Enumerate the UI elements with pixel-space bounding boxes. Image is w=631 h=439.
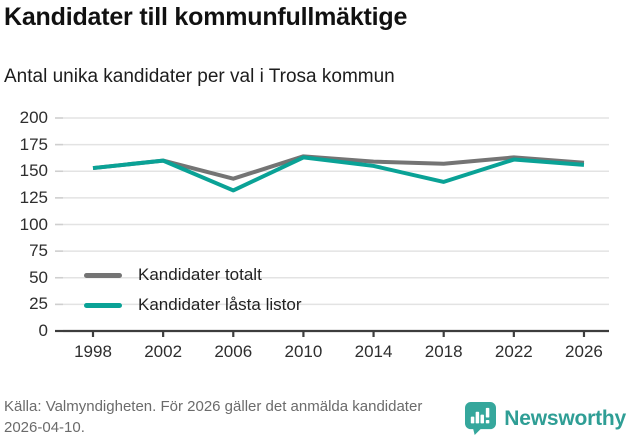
page-title: Kandidater till kommunfullmäktige bbox=[4, 3, 408, 31]
legend-swatch-totalt bbox=[84, 272, 122, 278]
legend-item-totalt: Kandidater totalt bbox=[84, 260, 301, 290]
legend-label-totalt: Kandidater totalt bbox=[138, 265, 262, 284]
y-tick-label: 175 bbox=[19, 134, 48, 154]
line-chart: 0 25 50 75 100 125 150 175 200 1998 2002 2006 2010 2… bbox=[0, 0, 609, 380]
plot bbox=[55, 117, 609, 337]
y-tick-label: 200 bbox=[19, 108, 48, 127]
y-tick-label: 75 bbox=[29, 241, 48, 261]
x-tick-label: 2014 bbox=[354, 342, 393, 361]
series-line-1 bbox=[92, 155, 585, 193]
newsworthy-wordmark: Newsworthy bbox=[504, 406, 626, 430]
newsworthy-bubble-chart-icon bbox=[465, 402, 497, 435]
x-tick-label: 2026 bbox=[565, 342, 603, 361]
newsworthy-logo: Newsworthy bbox=[465, 402, 626, 435]
y-tick-label: 100 bbox=[19, 214, 48, 234]
legend-item-lasta-listor: Kandidater låsta listor bbox=[84, 290, 301, 320]
x-tick-label: 1998 bbox=[74, 342, 112, 361]
y-tick-label: 150 bbox=[19, 161, 48, 181]
y-tick-label: 0 bbox=[38, 321, 48, 340]
x-tick-label: 2006 bbox=[214, 342, 253, 361]
y-axis-labels: 0 25 50 75 100 125 150 175 200 bbox=[0, 0, 48, 380]
y-tick-label: 125 bbox=[19, 187, 48, 207]
source-note: Källa: Valmyndigheten. För 2026 gäller d… bbox=[4, 398, 423, 436]
legend-label-lasta-listor: Kandidater låsta listor bbox=[138, 295, 302, 314]
x-tick-label: 2002 bbox=[144, 342, 183, 361]
x-tick-label: 2010 bbox=[284, 342, 323, 361]
y-tick-label: 25 bbox=[29, 294, 48, 314]
y-tick-label: 50 bbox=[29, 267, 48, 287]
x-tick-label: 2022 bbox=[494, 342, 533, 361]
chart-subtitle: Antal unika kandidater per val i Trosa k… bbox=[4, 66, 395, 87]
x-tick-label: 2018 bbox=[424, 342, 463, 361]
legend-swatch-lasta-listor bbox=[84, 302, 122, 308]
legend: Kandidater totalt Kandidater låsta listo… bbox=[84, 260, 301, 320]
